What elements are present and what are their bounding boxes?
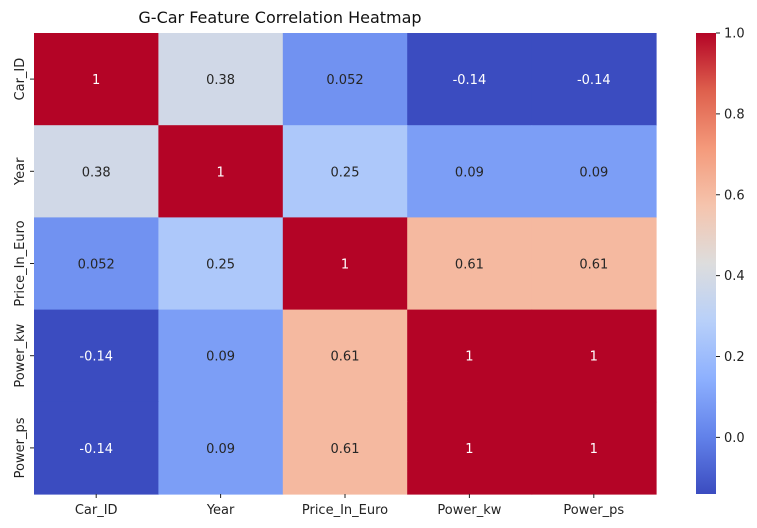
heatmap-cell-1-2 (282, 125, 408, 218)
x-tick-label-year: Year (206, 503, 235, 518)
cell-annotation-4-4: 1 (590, 442, 598, 457)
heatmap-cell-0-3 (407, 33, 533, 126)
y-tick-label-price-in-euro: Price_In_Euro (13, 220, 28, 306)
heatmap-cell-3-0 (34, 309, 159, 403)
heatmap-cell-2-0 (34, 217, 159, 311)
heatmap-cell-3-4 (531, 309, 657, 403)
cell-annotation-3-0: -0.14 (79, 350, 113, 365)
x-tick-label-car-id: Car_ID (75, 503, 118, 518)
heatmap-cell-4-3 (407, 401, 533, 495)
cell-annotation-1-0: 0.38 (82, 165, 111, 180)
cell-annotation-3-1: 0.09 (206, 350, 235, 365)
cell-annotation-0-0: 1 (92, 73, 100, 88)
heatmap-cell-2-1 (158, 217, 284, 311)
y-axis: Car_ID Year Price_In_Euro Power_kw Power_ps (13, 58, 34, 478)
cell-annotation-3-2: 0.61 (331, 350, 360, 365)
x-tick-label-power-ps: Power_ps (563, 503, 624, 518)
heatmap-cell-3-2 (282, 309, 408, 403)
colorbar-tick-label-0: 0.0 (724, 431, 745, 446)
heatmap-cell-1-0 (34, 125, 159, 218)
heatmap-annotations: 1 0.38 0.052 -0.14 -0.14 0.38 1 0.25 0.09 0.09 0.0… (78, 73, 611, 457)
colorbar-tick-label-3: 0.6 (724, 188, 745, 203)
colorbar-tick-label-2: 0.4 (724, 269, 745, 284)
heatmap-cell-2-4 (531, 217, 657, 311)
heatmap-cell-2-3 (407, 217, 533, 311)
x-tick-label-price-in-euro: Price_In_Euro (302, 503, 388, 518)
heatmap-cell-1-1 (158, 125, 284, 218)
heatmap-cells (34, 33, 657, 495)
heatmap-cell-2-2 (282, 217, 408, 311)
heatmap-cell-4-1 (158, 401, 284, 495)
cell-annotation-0-4: -0.14 (577, 73, 611, 88)
cell-annotation-3-4: 1 (590, 350, 598, 365)
heatmap-cell-0-1 (158, 33, 284, 126)
heatmap-cell-4-2 (282, 401, 408, 495)
colorbar (696, 33, 716, 494)
y-tick-label-power-kw: Power_kw (13, 323, 28, 387)
heatmap-cell-3-3 (407, 309, 533, 403)
cell-annotation-2-3: 0.61 (455, 258, 484, 273)
chart-title: G-Car Feature Correlation Heatmap (138, 8, 421, 27)
y-tick-label-year: Year (13, 157, 28, 186)
x-axis: Car_ID Year Price_In_Euro Power_kw Power_ps (75, 494, 624, 518)
cell-annotation-4-0: -0.14 (79, 442, 113, 457)
cell-annotation-1-4: 0.09 (579, 165, 608, 180)
heatmap-cell-1-4 (531, 125, 657, 218)
heatmap-cell-1-3 (407, 125, 533, 218)
heatmap-cell-0-4 (531, 33, 657, 126)
colorbar-tick-label-1: 0.2 (724, 350, 745, 365)
cell-annotation-1-1: 1 (216, 165, 224, 180)
colorbar-tick-label-5: 1.0 (724, 27, 745, 42)
cell-annotation-4-3: 1 (465, 442, 473, 457)
heatmap-cell-4-0 (34, 401, 159, 495)
cell-annotation-0-2: 0.052 (326, 73, 363, 88)
cell-annotation-0-1: 0.38 (206, 73, 235, 88)
y-tick-label-power-ps: Power_ps (13, 417, 28, 478)
cell-annotation-4-2: 0.61 (331, 442, 360, 457)
cell-annotation-0-3: -0.14 (453, 73, 487, 88)
cell-annotation-3-3: 1 (465, 350, 473, 365)
heatmap-cell-4-4 (531, 401, 657, 495)
cell-annotation-2-0: 0.052 (78, 258, 115, 273)
cell-annotation-4-1: 0.09 (206, 442, 235, 457)
heatmap-cell-3-1 (158, 309, 284, 403)
colorbar-gradient (696, 33, 716, 494)
cell-annotation-2-2: 1 (341, 258, 349, 273)
heatmap-cell-0-2 (282, 33, 408, 126)
colorbar-tick-label-4: 0.8 (724, 107, 745, 122)
cell-annotation-2-1: 0.25 (206, 258, 235, 273)
cell-annotation-1-3: 0.09 (455, 165, 484, 180)
x-tick-label-power-kw: Power_kw (437, 503, 501, 518)
y-tick-label-car-id: Car_ID (13, 58, 28, 101)
cell-annotation-2-4: 0.61 (579, 258, 608, 273)
heatmap-cell-0-0 (34, 33, 159, 126)
colorbar-ticks: 0.0 0.2 0.4 0.6 0.8 1.0 (716, 27, 745, 446)
cell-annotation-1-2: 0.25 (331, 165, 360, 180)
